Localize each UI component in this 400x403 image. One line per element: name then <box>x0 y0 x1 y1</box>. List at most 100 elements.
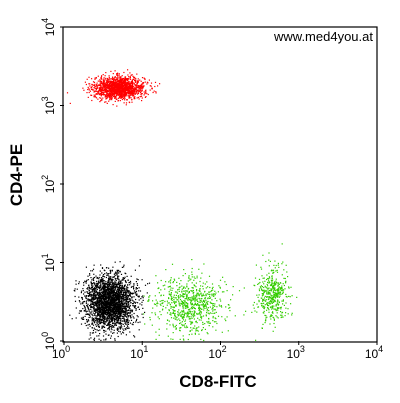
data-point <box>116 271 118 273</box>
data-point <box>118 316 120 318</box>
data-point <box>177 299 179 301</box>
data-point <box>117 307 120 309</box>
data-point <box>97 302 99 304</box>
data-point <box>125 80 127 82</box>
data-point <box>203 339 205 342</box>
data-point <box>117 297 119 299</box>
data-point <box>105 301 107 304</box>
data-point <box>93 84 96 86</box>
data-point <box>103 83 105 85</box>
data-point <box>83 310 85 312</box>
data-point <box>117 335 119 338</box>
data-point <box>185 292 187 294</box>
data-point <box>113 93 115 95</box>
data-point <box>135 79 137 82</box>
data-point <box>74 288 76 290</box>
data-point <box>109 290 111 292</box>
data-point <box>172 332 174 334</box>
data-point <box>111 284 113 286</box>
data-point <box>139 79 141 81</box>
data-point <box>114 91 116 94</box>
data-point <box>128 92 131 94</box>
data-point <box>166 328 168 330</box>
data-point <box>201 301 203 303</box>
data-point <box>142 316 144 319</box>
data-point <box>124 91 126 93</box>
data-point <box>93 307 95 309</box>
data-point <box>112 266 114 268</box>
data-point <box>173 306 175 308</box>
data-point <box>137 81 139 83</box>
data-point <box>120 327 122 329</box>
data-point <box>97 321 99 323</box>
data-point <box>107 91 109 93</box>
data-point <box>110 294 112 296</box>
data-point <box>209 312 211 314</box>
data-point <box>106 93 108 95</box>
data-point <box>93 87 95 89</box>
data-point <box>91 332 93 334</box>
data-point <box>200 316 202 318</box>
data-point <box>107 299 109 302</box>
data-point <box>111 87 113 89</box>
data-point <box>90 311 92 314</box>
data-point <box>94 285 96 287</box>
data-point <box>101 314 103 316</box>
data-point <box>185 304 187 306</box>
data-point <box>120 81 123 83</box>
data-point <box>128 320 130 322</box>
data-point <box>94 77 96 79</box>
data-point <box>138 308 140 310</box>
data-point <box>136 85 138 87</box>
data-point <box>150 85 152 87</box>
data-point <box>113 322 115 324</box>
data-point <box>100 86 102 88</box>
data-point <box>115 285 117 287</box>
data-point <box>202 306 204 308</box>
data-point <box>100 316 102 318</box>
data-point <box>182 311 184 313</box>
data-point <box>105 304 107 306</box>
data-point <box>99 301 101 303</box>
data-point <box>136 318 138 320</box>
data-point <box>119 312 121 314</box>
data-point <box>119 86 121 88</box>
data-point <box>105 94 107 97</box>
data-point <box>137 321 139 324</box>
data-point <box>127 82 129 84</box>
data-point <box>95 88 97 90</box>
data-point <box>122 295 124 297</box>
data-point <box>104 304 106 306</box>
data-point <box>69 314 71 316</box>
data-point <box>119 303 121 305</box>
data-point <box>100 83 102 85</box>
data-point <box>97 291 99 293</box>
data-point <box>200 285 202 287</box>
data-point <box>202 300 204 303</box>
data-point <box>111 293 113 295</box>
data-point <box>106 83 108 85</box>
data-point <box>178 302 180 304</box>
data-point <box>110 296 112 298</box>
data-point <box>115 316 117 318</box>
data-point <box>115 319 117 321</box>
data-point <box>89 295 91 297</box>
data-point <box>110 310 112 312</box>
data-point <box>99 90 101 92</box>
data-point <box>190 318 192 320</box>
data-point <box>97 309 99 311</box>
data-point <box>127 304 129 306</box>
data-point <box>102 315 104 317</box>
data-point <box>205 315 207 317</box>
data-point <box>132 303 134 305</box>
data-point <box>199 309 201 311</box>
data-point <box>92 81 95 83</box>
data-point <box>200 338 202 340</box>
data-point <box>173 326 175 328</box>
data-point <box>116 98 118 100</box>
data-point <box>107 274 109 276</box>
data-point <box>105 281 107 283</box>
data-point <box>135 293 137 295</box>
data-point <box>108 95 110 97</box>
data-point <box>171 297 173 299</box>
